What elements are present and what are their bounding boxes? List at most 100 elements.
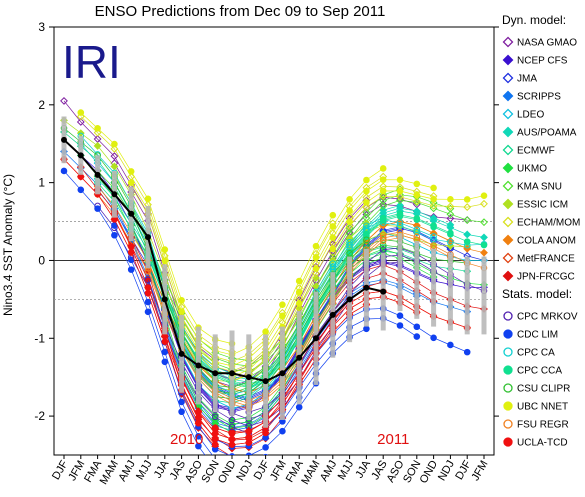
series-point-ubc-nnet — [363, 199, 370, 206]
series-line-echam-mom — [181, 223, 334, 372]
series-point-cpc-mrkov — [228, 423, 236, 431]
series-point-ucla-tcd — [195, 419, 202, 427]
legend-marker-cpc-mrkov — [503, 311, 513, 321]
series-point-ubc-nnet — [111, 140, 118, 148]
legend-marker-ecmwf — [502, 144, 514, 156]
series-point-ubc-nnet — [480, 192, 488, 200]
series-point-cdc-lim — [229, 453, 235, 455]
series-point-cdc-lim — [94, 205, 101, 212]
series-point-cpc-cca — [480, 241, 488, 249]
series-point-kma-snu — [396, 190, 404, 199]
legend-marker-ncep-cfs — [502, 54, 514, 66]
series-line-ncep-cfs — [332, 262, 485, 300]
x-tick-label: OND — [418, 458, 441, 485]
series-point-cdc-lim — [161, 358, 169, 366]
series-line-cpc-mrkov — [298, 254, 451, 366]
series-line-echam-mom — [80, 116, 233, 353]
series-point-ubc-nnet — [396, 176, 404, 184]
series-line-jpn-frcgc — [80, 166, 230, 455]
series-point-ubc-nnet — [379, 176, 387, 183]
legend-label: UKMO — [517, 164, 547, 175]
series-line-ucla-tcd — [114, 213, 266, 446]
year-label: 2011 — [377, 431, 409, 448]
series-line-echam-mom — [130, 186, 283, 362]
series-point-ubc-nnet — [161, 246, 169, 253]
series-line-cpc-ca — [181, 263, 334, 399]
series-point-ukmo — [211, 411, 220, 419]
legend-marker-cdc-lim — [503, 329, 513, 339]
observed-point — [128, 210, 135, 217]
series-point-cdc-lim — [363, 325, 370, 333]
series-point-essic-icm — [345, 234, 354, 242]
series-point-echam-mom — [328, 248, 337, 257]
series-line-scripps — [265, 282, 417, 409]
series-line-ubc-nnet — [80, 112, 233, 344]
series-point-cdc-lim — [413, 333, 421, 340]
series-point-nasa-gmao — [76, 118, 85, 126]
series-point-ubc-nnet — [430, 184, 437, 192]
series-point-cdc-lim — [195, 433, 202, 440]
series-point-ucla-tcd — [127, 243, 135, 251]
series-point-echam-mom — [362, 203, 371, 212]
observed-point — [61, 136, 67, 143]
series-line-ubc-nnet — [282, 179, 434, 339]
series-line-cpc-ca — [282, 219, 434, 362]
series-point-echam-mom — [463, 203, 472, 211]
series-line-ukmo — [130, 225, 283, 429]
series-line-metfrance — [63, 159, 216, 445]
series-point-echam-mom — [396, 192, 404, 201]
series-point-ubc-nnet — [346, 218, 353, 226]
legend-marker-fsu-regr — [503, 419, 513, 429]
series-line-scripps — [114, 205, 266, 431]
series-line-ecmwf — [315, 250, 468, 316]
observed-point — [313, 335, 319, 342]
observed-point — [296, 354, 303, 361]
series-point-cdc-lim — [77, 186, 85, 194]
spread-bar — [431, 248, 437, 327]
y-tick-label: 3 — [38, 20, 45, 34]
legend-marker-kma-snu — [502, 180, 514, 192]
series-point-ucla-tcd — [245, 439, 253, 447]
series-point-cpc-ca — [430, 235, 437, 243]
series-point-cpc-cca — [463, 238, 471, 245]
series-point-ucla-tcd — [195, 414, 202, 421]
series-line-aus-poama — [97, 178, 249, 377]
legend-marker-jpn-frcgc — [502, 270, 514, 282]
series-line-cpc-ca — [80, 135, 233, 393]
series-line-echam-mom — [282, 186, 434, 343]
spread-bar — [464, 256, 470, 335]
y-tick-label: 0 — [38, 253, 45, 267]
legend-label: CPC CCA — [517, 366, 562, 377]
series-line-cdc-lim — [63, 170, 206, 455]
series-point-ubc-nnet — [413, 180, 421, 188]
legend-header-statistical: Stats. model: — [502, 287, 572, 301]
observed-point — [245, 374, 252, 381]
series-point-cpc-ca — [413, 229, 421, 236]
observed-point — [229, 370, 235, 377]
series-line-ucla-tcd — [63, 159, 216, 445]
series-point-ubc-nnet — [295, 288, 303, 296]
series-point-ubc-nnet — [161, 257, 169, 265]
series-point-cdc-lim — [161, 348, 169, 356]
series-point-cola-anom — [362, 237, 371, 245]
y-tick-label: 1 — [38, 176, 45, 190]
observed-point — [212, 370, 219, 377]
series-point-echam-mom — [480, 199, 488, 208]
series-line-scripps — [63, 151, 216, 429]
observed-point — [161, 296, 168, 303]
series-point-cdc-lim — [127, 266, 135, 273]
legend-label: ESSIC ICM — [517, 200, 568, 211]
series-point-ubc-nnet — [463, 196, 471, 203]
series-line-csu-clipr — [215, 239, 367, 400]
series-line-cpc-mrkov — [147, 279, 300, 427]
series-line-cpc-mrkov — [97, 205, 249, 434]
observed-point — [145, 234, 151, 241]
legend-marker-metfrance — [502, 252, 514, 264]
series-line-ncep-cfs — [181, 294, 334, 412]
x-tick-label: AMJ — [116, 459, 137, 484]
y-tick-label: -1 — [34, 331, 45, 345]
series-point-cpc-cca — [447, 231, 454, 238]
legend-label: CPC CA — [517, 348, 555, 359]
